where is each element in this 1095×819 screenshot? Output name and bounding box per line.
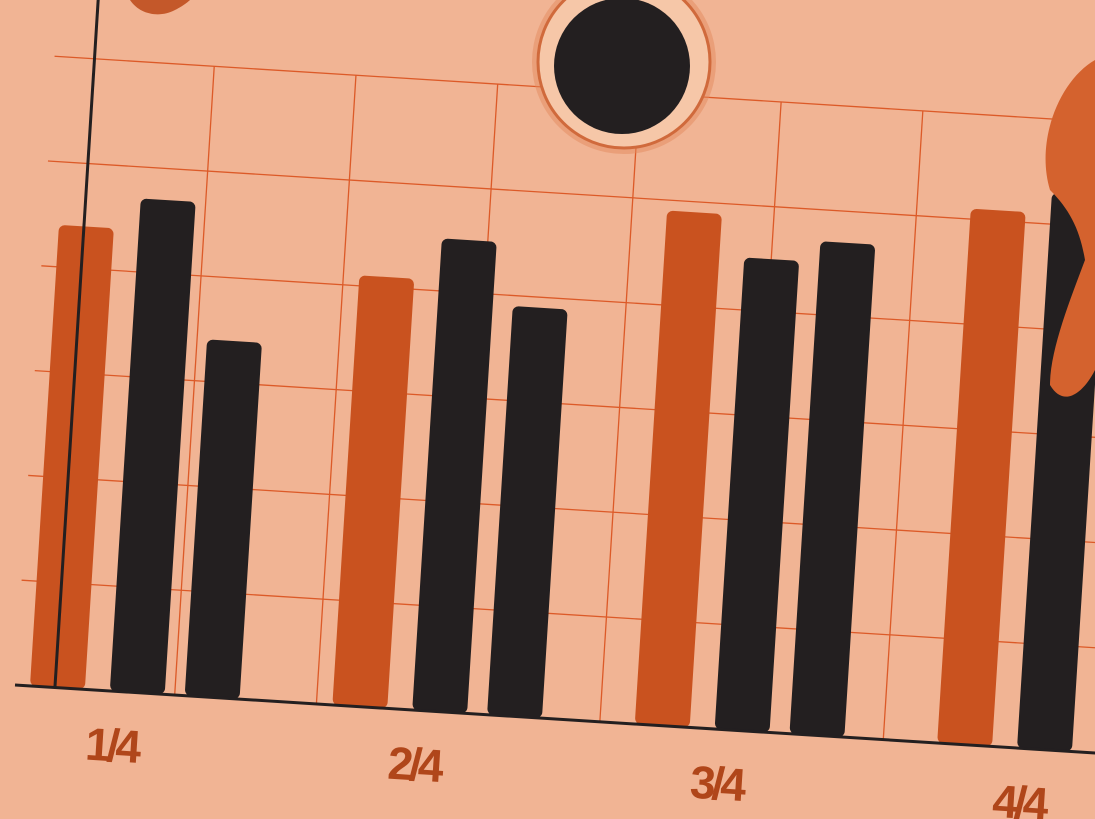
grid-line [315, 75, 357, 705]
bar [30, 225, 114, 690]
bar [185, 339, 262, 699]
x-tick-label: 3/4 [689, 756, 749, 811]
hand [130, 0, 190, 15]
bar [937, 208, 1026, 747]
axis-line [14, 683, 1095, 758]
axis-line [53, 0, 102, 688]
bar [789, 241, 875, 737]
bar [412, 238, 497, 714]
x-tick-label: 2/4 [386, 737, 446, 792]
grid-line [882, 110, 924, 740]
grid-line [174, 66, 215, 696]
bar [635, 210, 722, 728]
bar [332, 275, 414, 709]
bar [487, 306, 568, 718]
grid-line [599, 92, 641, 722]
x-tick-label: 4/4 [991, 775, 1051, 819]
coffee-cup [532, 0, 716, 154]
bar [714, 257, 799, 733]
x-tick-label: 1/4 [84, 718, 144, 773]
plot: 1/4 2/4 3/4 4/4 [14, 0, 1095, 819]
bar [110, 198, 196, 695]
hand [1045, 60, 1095, 397]
coffee [554, 0, 690, 134]
